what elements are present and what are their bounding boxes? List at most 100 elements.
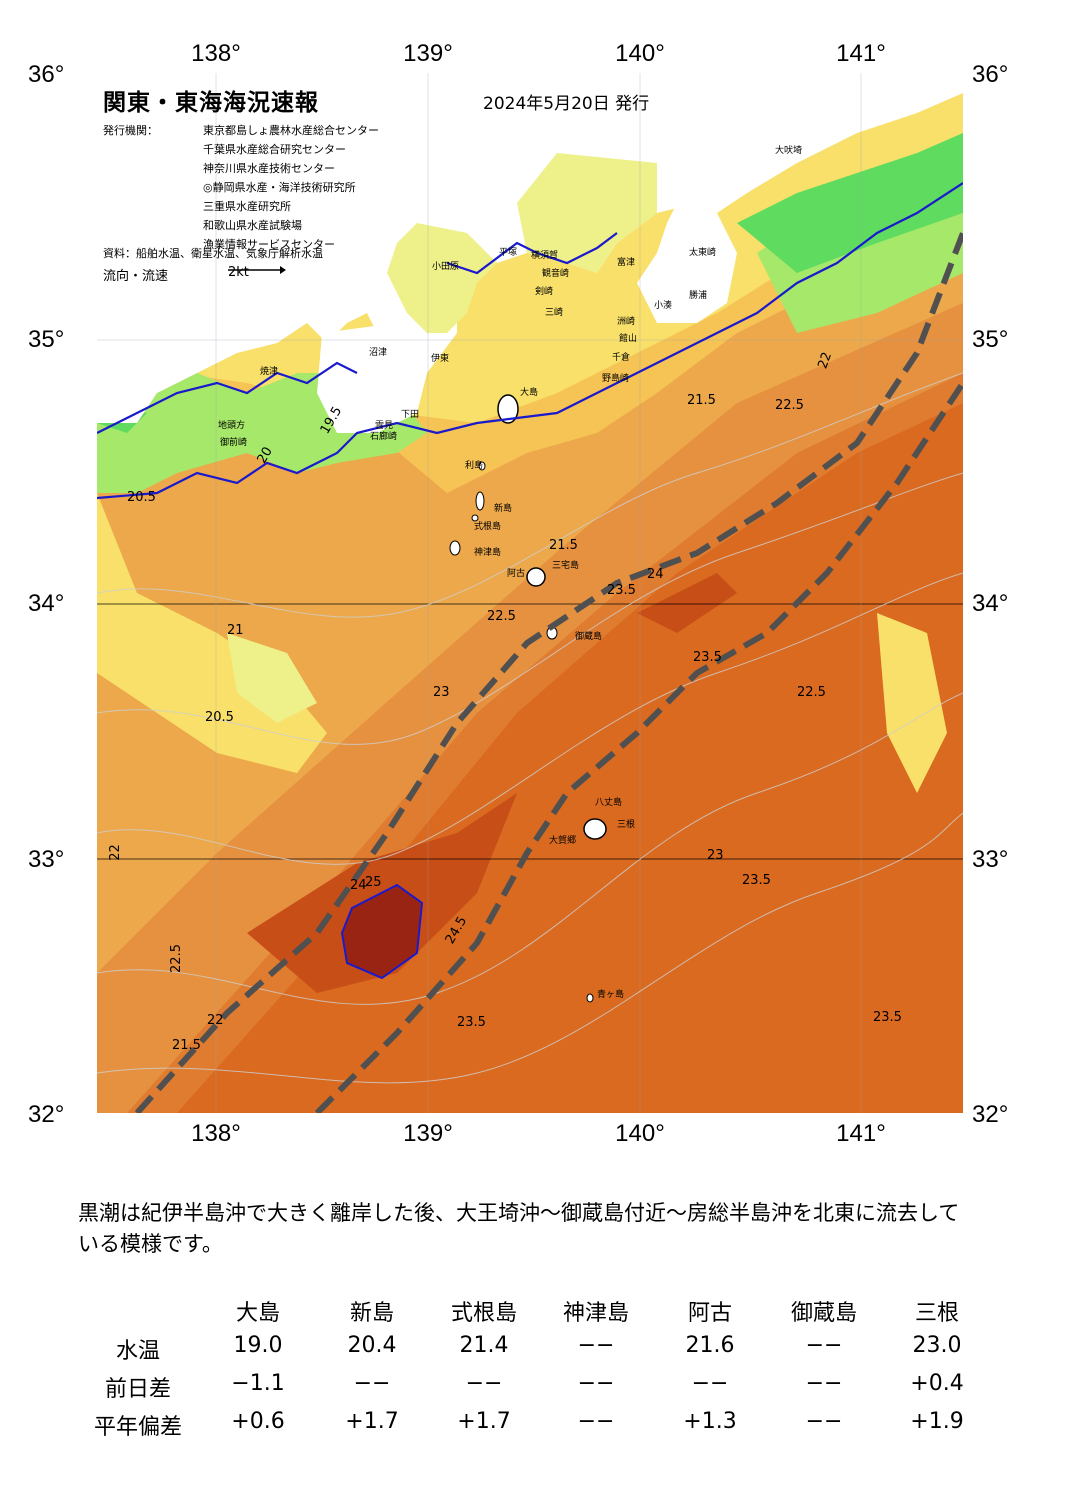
table-cell: 20.4 <box>347 1333 397 1358</box>
lat-tick-35-right: 35° <box>972 326 1009 353</box>
contour-label: 20.5 <box>205 710 234 725</box>
contour-label: 23.5 <box>693 650 722 665</box>
table-cell: −1.1 <box>231 1371 285 1396</box>
minor-grid <box>97 73 963 1113</box>
flow-arrow-icon <box>228 266 286 274</box>
table-column-header: 三根 <box>914 1301 960 1326</box>
contour-label: 21.5 <box>549 538 578 553</box>
table-cell: −− <box>691 1371 729 1396</box>
contour-label: 24 <box>350 878 367 893</box>
table-column-header: 式根島 <box>450 1301 518 1326</box>
publisher-item: ◎静岡県水産・海洋技術研究所 <box>203 181 356 194</box>
kuroshio-axis-north <box>134 231 963 1113</box>
place-okago: 大賀郷 <box>549 836 577 846</box>
place-niijima: 新島 <box>494 504 513 514</box>
lat-tick-34-left: 34° <box>28 590 65 617</box>
summary-text: 黒潮は紀伊半島沖で大きく離岸した後、大王埼沖〜御蔵島付近〜房総半島沖を北東に流去… <box>78 1201 960 1256</box>
data-source: 資料：船舶水温、衛星水温、気象庁解析水温 <box>103 247 323 260</box>
publisher-label: 発行機関： <box>103 124 158 137</box>
lat-tick-34-right: 34° <box>972 590 1009 617</box>
island-miyakejima <box>526 567 546 587</box>
place-jitogata: 地頭方 <box>218 421 246 431</box>
place-kominato: 小湊 <box>654 301 673 311</box>
place-tateyama: 館山 <box>619 334 638 344</box>
publisher-item: 東京都島しょ農林水産総合センター <box>203 124 379 137</box>
table-cell: +1.7 <box>457 1409 511 1434</box>
place-taitomisaki: 太東崎 <box>689 248 717 258</box>
flow-legend-label: 流向・流速 <box>103 269 169 284</box>
lat-tick-36-left: 36° <box>28 61 65 88</box>
place-hachijojima: 八丈島 <box>595 798 623 808</box>
contour-label: 25 <box>365 875 382 890</box>
lon-tick-138-bottom: 138° <box>191 1120 241 1147</box>
lon-tick-139-top: 139° <box>403 40 453 67</box>
lat-tick-32-left: 32° <box>28 1101 65 1128</box>
band-21-east <box>877 613 947 793</box>
contour-label: 21 <box>227 623 244 638</box>
contour-label: 24 <box>647 567 664 582</box>
place-kozushima: 神津島 <box>474 548 502 558</box>
flow-legend: 流向・流速 2kt <box>103 265 286 284</box>
contour-label: 23.5 <box>873 1010 902 1025</box>
place-mikurajima: 御蔵島 <box>575 632 603 642</box>
table-cell: −− <box>353 1371 391 1396</box>
table-cell: 21.6 <box>685 1333 735 1358</box>
place-ako: 阿古 <box>507 569 526 579</box>
table-cell: +1.7 <box>345 1409 399 1434</box>
place-shikinejima: 式根島 <box>474 522 502 532</box>
sagami-bay <box>387 223 497 333</box>
contour-label: 23.5 <box>607 583 636 598</box>
publisher-list: 東京都島しょ農林水産総合センター 千葉県水産総合研究センター 神奈川県水産技術セ… <box>203 121 379 254</box>
table-cell: −− <box>577 1409 615 1434</box>
place-inubozaki: 大吠埼 <box>775 146 803 156</box>
table-row-label: 平年偏差 <box>93 1415 183 1440</box>
land-izu <box>317 323 417 433</box>
contour-label: 23.5 <box>457 1015 486 1030</box>
lat-tick-33-right: 33° <box>972 846 1009 873</box>
table-cell: 23.0 <box>912 1333 962 1358</box>
kuroshio-axis-south <box>314 381 963 1113</box>
table-cell: +1.3 <box>683 1409 737 1434</box>
place-kannonzaki: 観音崎 <box>542 269 570 279</box>
place-tsurugizaki: 剣崎 <box>535 287 554 297</box>
table-cell: +0.4 <box>910 1371 964 1396</box>
table-row: 平年偏差 +0.6 +1.7 +1.7 −− +1.3 −− +1.9 <box>0 1409 1065 1445</box>
lat-tick-35-left: 35° <box>28 326 65 353</box>
contour-label: 23 <box>433 685 450 700</box>
table-cell: 19.0 <box>233 1333 283 1358</box>
map-title: 関東・東海海況速報 <box>103 90 319 116</box>
contour-label: 23 <box>707 848 724 863</box>
contour-label: 22 <box>107 844 123 861</box>
publisher-item: 神奈川県水産技術センター <box>203 162 335 175</box>
place-omaezaki: 御前崎 <box>220 438 248 448</box>
flow-scale-value: 2kt <box>228 265 249 280</box>
place-aogashima: 青ヶ島 <box>597 990 625 1000</box>
table-column-header: 阿古 <box>687 1301 733 1326</box>
place-futtsu: 富津 <box>617 258 636 268</box>
place-yaizu: 焼津 <box>260 367 279 377</box>
island-shikinejima <box>471 514 479 522</box>
place-miyakejima: 三宅島 <box>552 561 580 571</box>
land-boso <box>637 203 737 323</box>
minor-contours <box>97 372 963 1084</box>
table-cell: −− <box>805 1333 843 1358</box>
place-toshima: 利島 <box>465 461 484 471</box>
place-katsuura: 勝浦 <box>689 291 708 301</box>
contour-label: 21.5 <box>172 1038 201 1053</box>
lat-tick-32-right: 32° <box>972 1101 1009 1128</box>
table-column-header: 大島 <box>235 1301 281 1326</box>
island-toshima <box>478 461 486 471</box>
lon-tick-141-bottom: 141° <box>836 1120 886 1147</box>
publisher-block: 発行機関： 東京都島しょ農林水産総合センター 千葉県水産総合研究センター 神奈川… <box>103 121 379 251</box>
table-cell: −− <box>805 1409 843 1434</box>
table-cell: −− <box>805 1371 843 1396</box>
publisher-item: 千葉県水産総合研究センター <box>203 143 346 156</box>
lon-tick-140-top: 140° <box>615 40 665 67</box>
table-cell: −− <box>577 1371 615 1396</box>
table-row-label: 水温 <box>115 1339 161 1364</box>
place-numazu: 沼津 <box>369 348 388 358</box>
table-column-header: 神津島 <box>562 1301 630 1326</box>
tokyo-bay <box>517 153 657 273</box>
island-aogashima <box>586 993 594 1003</box>
table-column-header: 新島 <box>349 1301 395 1326</box>
